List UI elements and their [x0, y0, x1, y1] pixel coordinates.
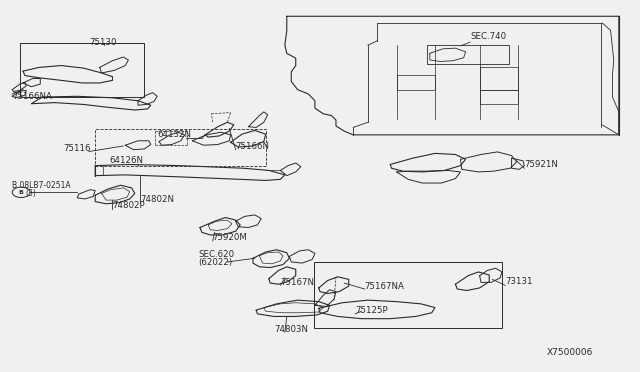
Text: 75116: 75116 [63, 144, 91, 153]
Text: SEC.620: SEC.620 [198, 250, 235, 259]
Text: 74803N: 74803N [274, 324, 308, 334]
Text: 75167NA: 75167NA [365, 282, 404, 291]
Text: 75920M: 75920M [212, 233, 248, 242]
Bar [314, 262, 502, 328]
Text: 75130: 75130 [89, 38, 116, 47]
Bar [20, 43, 145, 97]
Text: 75166NA: 75166NA [12, 92, 52, 101]
Bar [95, 129, 266, 166]
Text: B: B [19, 190, 24, 195]
Text: (3): (3) [25, 189, 36, 198]
Text: 74802P: 74802P [113, 201, 145, 210]
Text: 75166N: 75166N [236, 142, 269, 151]
Bar [428, 45, 509, 64]
Text: (62022): (62022) [198, 258, 233, 267]
Text: X7500006: X7500006 [547, 348, 593, 357]
Text: SEC.740: SEC.740 [470, 32, 506, 41]
Text: 64126N: 64126N [109, 155, 143, 164]
Text: 73131: 73131 [505, 277, 532, 286]
Text: 75167N: 75167N [280, 278, 314, 287]
Text: B 08LB7-0251A: B 08LB7-0251A [12, 182, 71, 190]
Text: 64132N: 64132N [157, 129, 191, 138]
Text: 74802N: 74802N [140, 195, 174, 204]
Text: 75921N: 75921N [524, 160, 558, 169]
Text: 75125P: 75125P [355, 306, 388, 315]
